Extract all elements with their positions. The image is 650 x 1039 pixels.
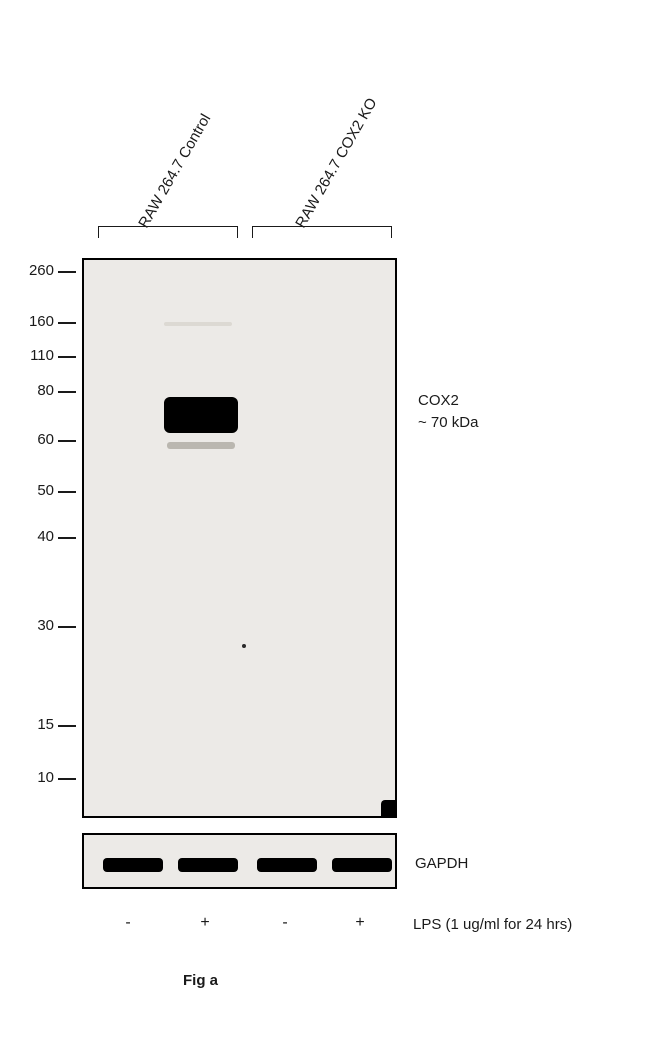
mw-label-10: 10 [18, 769, 54, 786]
bracket-control [98, 226, 238, 238]
sample-label-control: RAW 264.7 Control [135, 111, 214, 231]
treatment-symbol-1: + [195, 914, 215, 932]
sample-label-ko: RAW 264.7 COX2 KO [292, 95, 380, 231]
figure-container: RAW 264.7 Control RAW 264.7 COX2 KO 260 1… [0, 0, 650, 1039]
mw-tick-60 [58, 440, 76, 442]
protein-label: COX2 [418, 392, 459, 409]
mw-tick-160 [58, 322, 76, 324]
mw-label-160: 160 [18, 313, 54, 330]
protein-size-label: ~ 70 kDa [418, 414, 478, 431]
mw-tick-15 [58, 725, 76, 727]
gapdh-band-3 [257, 858, 317, 872]
gapdh-band-4 [332, 858, 392, 872]
treatment-symbol-3: + [350, 914, 370, 932]
mw-tick-10 [58, 778, 76, 780]
treatment-symbol-2: - [275, 914, 295, 932]
mw-label-260: 260 [18, 262, 54, 279]
cox2-faint-band [167, 442, 235, 449]
mw-label-40: 40 [18, 528, 54, 545]
mw-tick-30 [58, 626, 76, 628]
mw-label-15: 15 [18, 716, 54, 733]
mw-tick-260 [58, 271, 76, 273]
mw-label-50: 50 [18, 482, 54, 499]
treatment-symbol-0: - [118, 914, 138, 932]
gapdh-band-1 [103, 858, 163, 872]
bracket-ko [252, 226, 392, 238]
mw-label-80: 80 [18, 382, 54, 399]
cox2-band [164, 397, 238, 433]
mw-tick-40 [58, 537, 76, 539]
small-dot [242, 644, 246, 648]
blot-gapdh [82, 833, 397, 889]
mw-label-60: 60 [18, 431, 54, 448]
mw-tick-50 [58, 491, 76, 493]
mw-label-110: 110 [18, 347, 54, 364]
mw-tick-80 [58, 391, 76, 393]
faint-smudge [164, 322, 232, 326]
treatment-label: LPS (1 ug/ml for 24 hrs) [413, 916, 572, 933]
figure-label: Fig a [183, 972, 218, 989]
gapdh-band-2 [178, 858, 238, 872]
mw-tick-110 [58, 356, 76, 358]
gapdh-label: GAPDH [415, 855, 468, 872]
mw-label-30: 30 [18, 617, 54, 634]
blot-main [82, 258, 397, 818]
corner-dark [381, 800, 395, 816]
